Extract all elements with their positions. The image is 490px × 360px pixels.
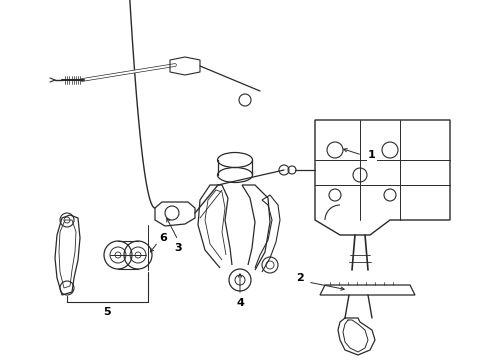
Text: 2: 2 — [296, 273, 304, 283]
Text: 6: 6 — [159, 233, 167, 243]
Text: 3: 3 — [174, 243, 182, 253]
Text: 4: 4 — [236, 298, 244, 308]
Text: 1: 1 — [368, 150, 376, 160]
Text: 5: 5 — [103, 307, 111, 317]
